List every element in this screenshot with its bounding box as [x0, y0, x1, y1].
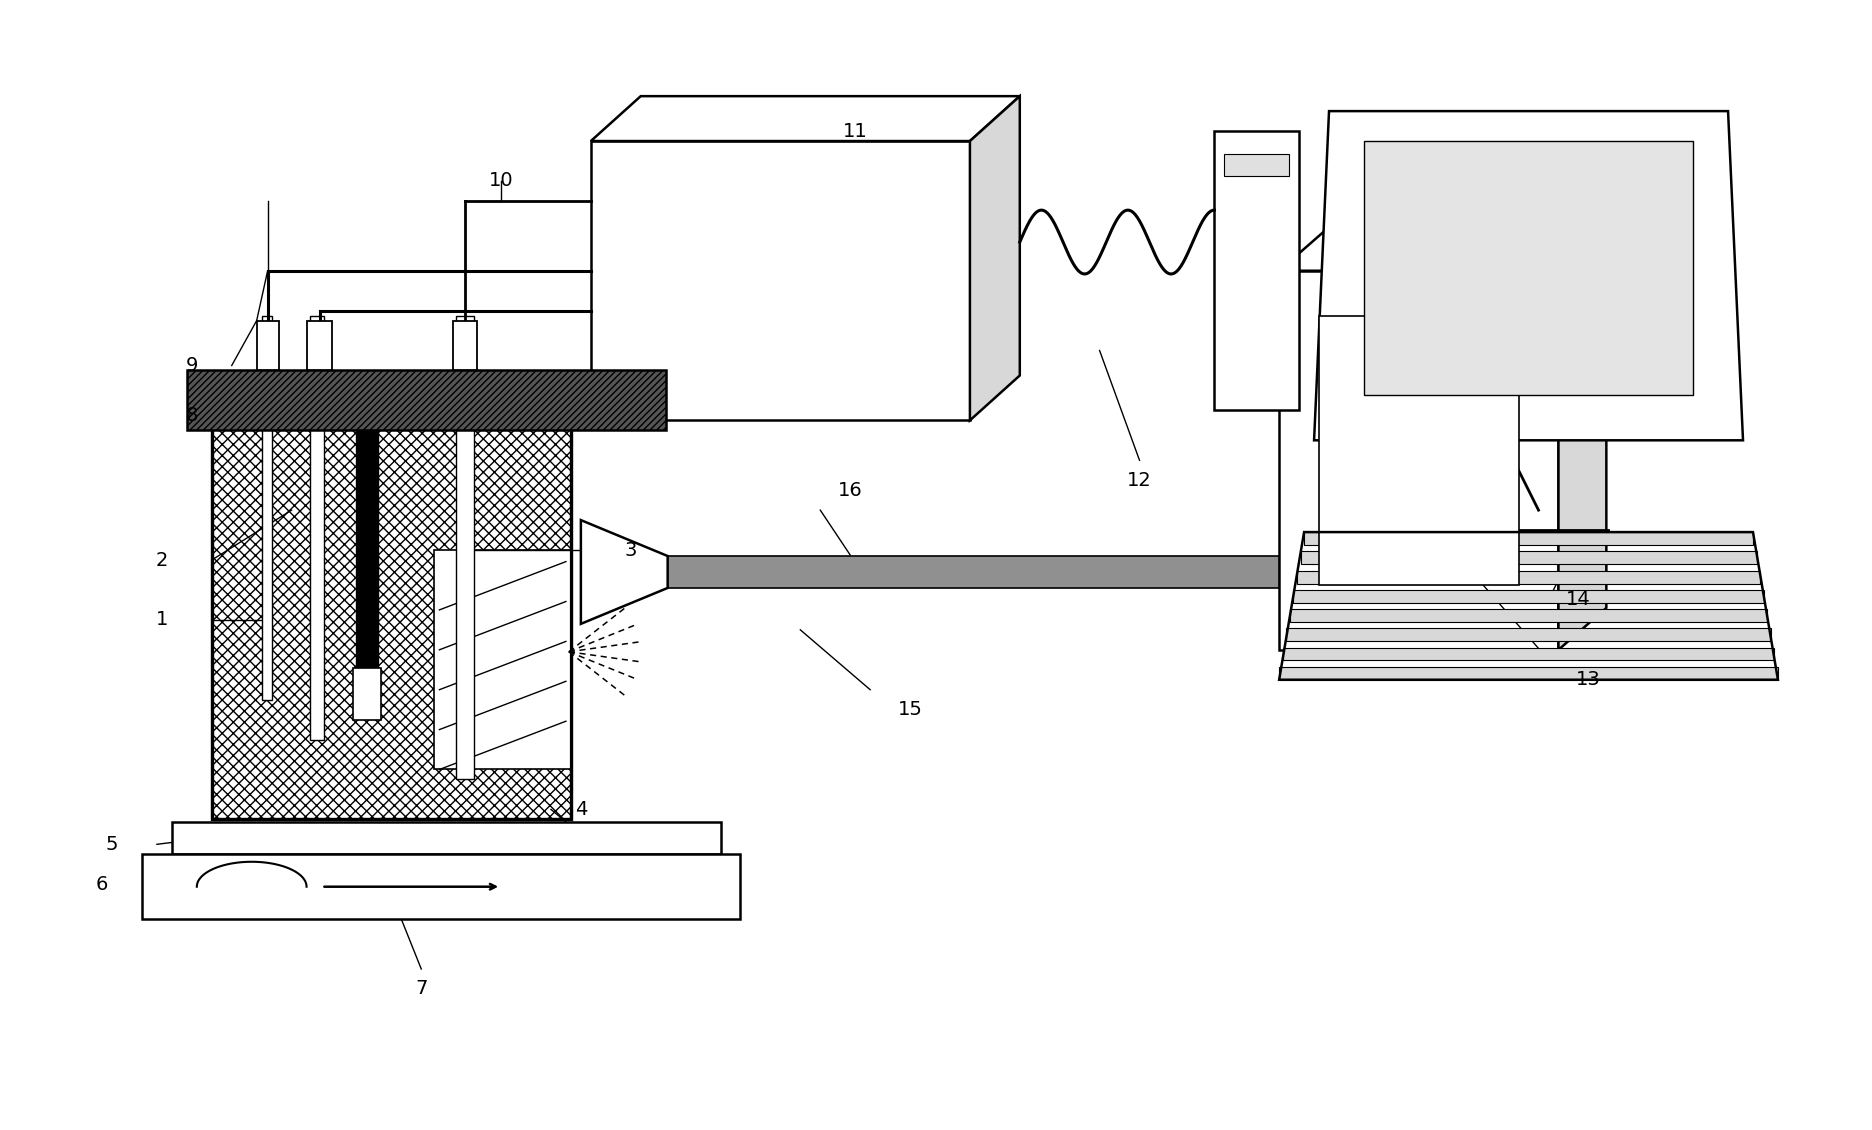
Polygon shape	[580, 520, 668, 624]
Text: 10: 10	[489, 172, 513, 191]
Bar	[1279, 271, 1559, 650]
Text: 9: 9	[185, 356, 198, 375]
Text: 15: 15	[899, 701, 923, 719]
Bar	[453, 321, 477, 371]
Text: 16: 16	[839, 480, 863, 499]
Bar	[187, 371, 666, 431]
Bar	[142, 854, 741, 919]
Bar	[262, 315, 271, 699]
Bar	[1320, 315, 1518, 585]
Bar	[172, 823, 721, 854]
Bar	[212, 420, 571, 819]
Bar	[1297, 571, 1760, 583]
Bar	[307, 321, 333, 371]
Bar	[212, 420, 571, 819]
Bar	[256, 321, 279, 371]
Bar	[434, 550, 571, 770]
Polygon shape	[970, 96, 1020, 420]
Bar	[309, 315, 324, 739]
Bar	[1301, 551, 1756, 564]
Bar	[1279, 667, 1778, 680]
Text: 13: 13	[1576, 670, 1601, 689]
Bar	[1286, 628, 1771, 641]
Text: 12: 12	[1127, 471, 1151, 489]
Bar	[1290, 609, 1767, 622]
Bar	[457, 315, 474, 780]
Text: 3: 3	[625, 540, 636, 559]
Text: 1: 1	[155, 610, 168, 629]
Bar	[1282, 647, 1775, 660]
Bar	[1294, 590, 1763, 602]
Bar	[1305, 532, 1752, 545]
Bar	[354, 668, 382, 720]
Text: 6: 6	[95, 875, 109, 894]
Bar	[592, 141, 970, 420]
Text: 8: 8	[185, 406, 198, 425]
Text: 14: 14	[1567, 590, 1591, 609]
Bar	[1224, 154, 1290, 176]
Polygon shape	[1314, 111, 1743, 441]
Polygon shape	[592, 96, 1020, 141]
Bar	[1365, 141, 1692, 396]
Bar	[666, 556, 1279, 588]
Text: 2: 2	[155, 550, 168, 570]
Bar	[356, 391, 378, 670]
Text: 11: 11	[842, 122, 867, 140]
Polygon shape	[1559, 229, 1606, 650]
Text: 7: 7	[416, 980, 427, 999]
Polygon shape	[1279, 229, 1606, 271]
Bar	[1215, 131, 1299, 410]
Text: 5: 5	[107, 835, 118, 854]
Text: 4: 4	[575, 800, 588, 819]
